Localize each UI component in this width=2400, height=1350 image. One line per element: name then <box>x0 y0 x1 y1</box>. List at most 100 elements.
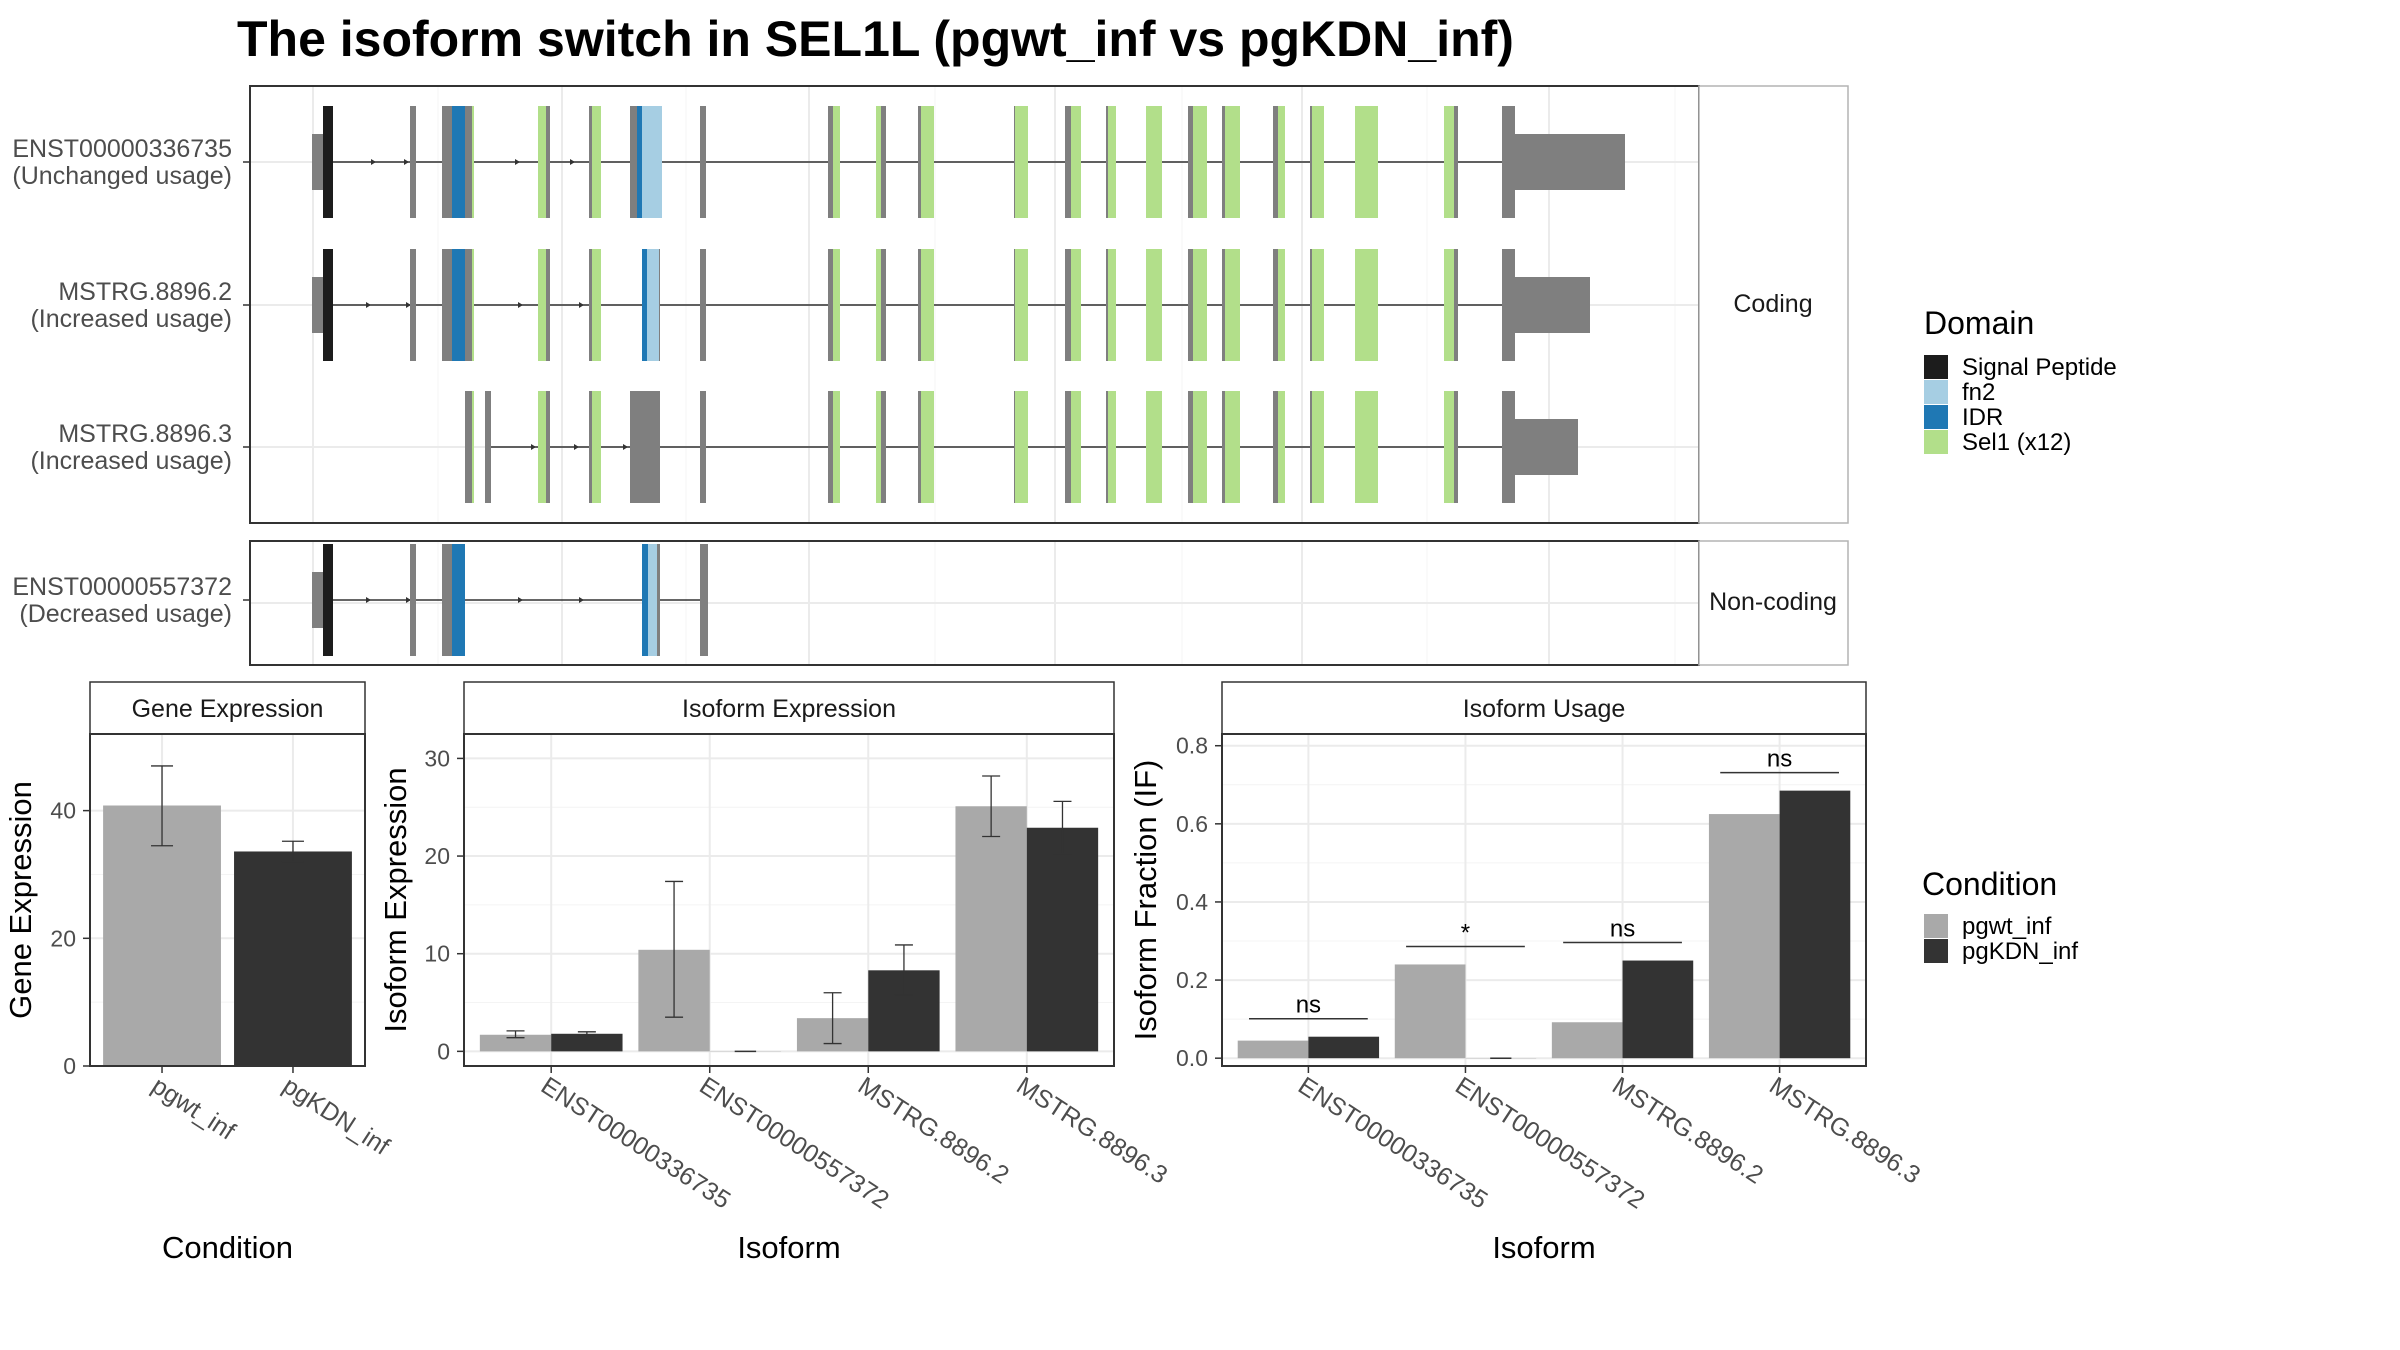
domain-segment <box>1108 106 1116 218</box>
domain-segment <box>1108 249 1116 361</box>
domain-segment <box>1278 391 1285 503</box>
domain-segment <box>921 391 934 503</box>
exon <box>1502 391 1515 503</box>
y-axis-title: Isoform Expression <box>378 767 413 1032</box>
strand-arrow <box>406 302 411 308</box>
legend-title-domain: Domain <box>1924 305 2034 341</box>
isoform-name: ENST00000557372 <box>12 573 232 601</box>
y-tick-label: 0.2 <box>1176 967 1208 993</box>
y-tick-label: 0 <box>437 1038 450 1064</box>
x-tick-label: MSTRG.8896.3 <box>1764 1072 1925 1190</box>
domain-segment <box>637 106 642 218</box>
significance-label: * <box>1461 919 1470 946</box>
domain-segment <box>648 544 657 656</box>
domain-segment <box>472 249 474 361</box>
bar-pgwt_inf <box>955 806 1027 1052</box>
strand-arrow <box>623 444 628 450</box>
bar-pgwt_inf <box>103 805 221 1066</box>
domain-segment <box>1071 249 1081 361</box>
legend-label: Sel1 (x12) <box>1962 429 2071 456</box>
domain-segment <box>1015 391 1028 503</box>
panel-border <box>1221 733 1867 1067</box>
strand-arrow <box>371 159 376 165</box>
utr-exon <box>312 572 323 628</box>
y-tick-label: 10 <box>424 941 450 967</box>
x-tick-label: MSTRG.8896.2 <box>853 1072 1014 1190</box>
domain-segment <box>1355 106 1378 218</box>
y-tick-label: 0.0 <box>1176 1045 1208 1071</box>
domain-segment <box>1225 249 1240 361</box>
isoform-name: MSTRG.8896.3 <box>58 420 232 448</box>
legend-label: IDR <box>1962 404 2003 431</box>
domain-segment <box>642 544 648 656</box>
panel-strip <box>1221 681 1867 735</box>
y-tick-label: 40 <box>50 798 76 824</box>
strand-arrow <box>574 444 579 450</box>
y-tick-label: 20 <box>424 843 450 869</box>
legend-swatch <box>1924 355 1948 379</box>
exon <box>700 249 706 361</box>
legend-swatch <box>1924 939 1948 963</box>
significance-label: ns <box>1767 746 1792 773</box>
domain-segment <box>538 249 546 361</box>
y-tick-label: 20 <box>50 925 76 951</box>
legend-swatch <box>1924 405 1948 429</box>
domain-segment <box>1225 106 1240 218</box>
panel-title: Gene Expression <box>132 695 324 723</box>
domain-segment <box>1278 106 1285 218</box>
domain-segment <box>642 106 662 218</box>
strand-arrow <box>579 597 584 603</box>
domain-segment <box>921 106 934 218</box>
exon <box>465 249 474 361</box>
strand-arrow <box>404 159 409 165</box>
isoform-usage-label: (Increased usage) <box>30 305 232 333</box>
isoform-usage-label: (Increased usage) <box>30 447 232 475</box>
utr-exon <box>312 277 323 333</box>
panel-title: Isoform Usage <box>1463 695 1626 723</box>
bar-pgKDN_inf <box>234 851 352 1066</box>
utr-exon <box>1515 277 1590 333</box>
exon <box>700 391 706 503</box>
domain-segment <box>323 106 333 218</box>
domain-segment <box>1444 391 1454 503</box>
exon <box>700 106 706 218</box>
domain-segment <box>833 391 840 503</box>
strand-arrow <box>518 302 523 308</box>
isoform-usage-label: (Decreased usage) <box>19 600 232 628</box>
panel-strip <box>89 681 366 735</box>
x-tick-label: MSTRG.8896.3 <box>1012 1072 1173 1190</box>
exon <box>1502 106 1515 218</box>
domain-segment <box>647 249 659 361</box>
x-tick-label: MSTRG.8896.2 <box>1607 1072 1768 1190</box>
domain-segment <box>1444 249 1454 361</box>
domain-segment <box>1193 391 1207 503</box>
utr-exon <box>312 134 323 190</box>
domain-segment <box>592 391 601 503</box>
domain-segment <box>1312 391 1324 503</box>
strand-arrow <box>518 597 523 603</box>
utr-exon <box>1515 419 1578 475</box>
exon <box>465 391 474 503</box>
isoform-name: MSTRG.8896.2 <box>58 278 232 306</box>
exon <box>410 544 416 656</box>
domain-segment <box>1071 106 1081 218</box>
bar-pgwt_inf <box>1237 1040 1309 1059</box>
y-tick-label: 30 <box>424 745 450 771</box>
strand-arrow <box>531 444 536 450</box>
x-axis-title: Isoform <box>1492 1230 1595 1265</box>
domain-segment <box>592 106 601 218</box>
y-axis-title: Isoform Fraction (IF) <box>1128 760 1163 1041</box>
strand-arrow <box>366 597 371 603</box>
x-tick-label: pgKDN_inf <box>278 1072 395 1161</box>
domain-segment <box>1193 249 1207 361</box>
panel-strip <box>463 681 1115 735</box>
exon <box>410 106 416 218</box>
exon <box>700 544 708 656</box>
domain-segment <box>452 106 465 218</box>
domain-segment <box>323 544 333 656</box>
y-tick-label: 0.6 <box>1176 811 1208 837</box>
facet-label-noncoding: Non-coding <box>1709 588 1837 616</box>
domain-segment <box>1355 391 1378 503</box>
domain-segment <box>592 249 601 361</box>
